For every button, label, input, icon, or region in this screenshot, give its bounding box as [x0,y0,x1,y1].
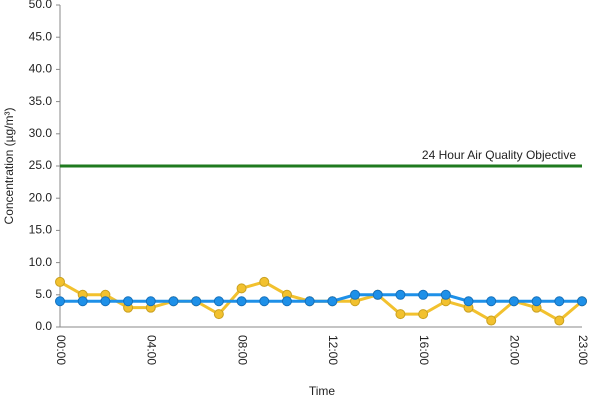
point [554,296,565,307]
point [259,276,270,287]
point [281,296,292,307]
y-tick-label: 15.0 [29,223,53,237]
y-tick-label: 10.0 [29,255,53,269]
point [395,289,406,300]
series-line [60,293,582,303]
x-axis-title: Time [309,384,336,398]
y-tick-label: 5.0 [35,287,52,301]
point [213,296,224,307]
x-tick-label: 08:00 [235,335,249,365]
x-tick-label: 20:00 [508,335,522,365]
point [554,315,565,326]
objective-label: 24 Hour Air Quality Objective [422,148,576,162]
point [463,296,474,307]
point [577,296,587,307]
point [372,289,383,300]
point [327,296,338,307]
y-tick-label: 50.0 [29,0,53,11]
y-tick-label: 45.0 [29,29,53,43]
point [395,309,406,320]
point [350,289,361,300]
point [304,296,315,307]
point [418,289,429,300]
point [77,296,88,307]
y-tick-label: 0.0 [35,319,52,333]
point [440,289,451,300]
y-axis-title: Concentration (µg/m³) [2,108,16,225]
point [168,296,179,307]
point [418,309,429,320]
x-tick-label: 04:00 [145,335,159,365]
x-tick-label: 00:00 [54,335,68,365]
point [236,296,247,307]
x-tick-label: 16:00 [417,335,431,365]
x-tick-label: 12:00 [326,335,340,365]
point [259,296,270,307]
x-tick-label: 23:00 [576,335,590,365]
point [145,296,156,307]
point [123,296,134,307]
point [236,283,247,294]
point [486,296,497,307]
y-tick-label: 35.0 [29,94,53,108]
point [531,296,542,307]
point [508,296,519,307]
y-tick-label: 30.0 [29,126,53,140]
y-tick-label: 20.0 [29,190,53,204]
point [55,296,65,307]
point [213,309,224,320]
point [486,315,497,326]
point [55,276,65,287]
y-tick-label: 25.0 [29,158,53,172]
y-tick-label: 40.0 [29,62,53,76]
point [100,296,111,307]
point [191,296,202,307]
